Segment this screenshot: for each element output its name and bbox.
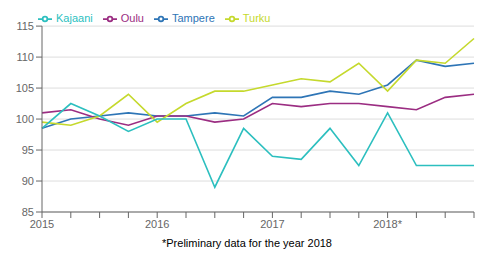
svg-text:90: 90 <box>22 175 34 187</box>
svg-text:85: 85 <box>22 206 34 218</box>
svg-text:115: 115 <box>16 20 34 32</box>
svg-text:105: 105 <box>16 82 34 94</box>
svg-text:110: 110 <box>16 51 34 63</box>
html-text:Tampere: Tampere <box>172 12 215 24</box>
html-text:Turku: Turku <box>242 12 271 24</box>
html-text:Kajaani: Kajaani <box>56 12 93 24</box>
svg-text:2015: 2015 <box>30 218 54 230</box>
svg-text:2018*: 2018* <box>373 218 402 230</box>
svg-text:2017: 2017 <box>260 218 284 230</box>
svg-text:95: 95 <box>22 144 34 156</box>
svg-text:2016: 2016 <box>145 218 169 230</box>
svg-text:100: 100 <box>16 113 34 125</box>
html-text:Oulu: Oulu <box>120 12 144 24</box>
html-text:*Preliminary data for the year: *Preliminary data for the year 2018 <box>162 237 332 249</box>
